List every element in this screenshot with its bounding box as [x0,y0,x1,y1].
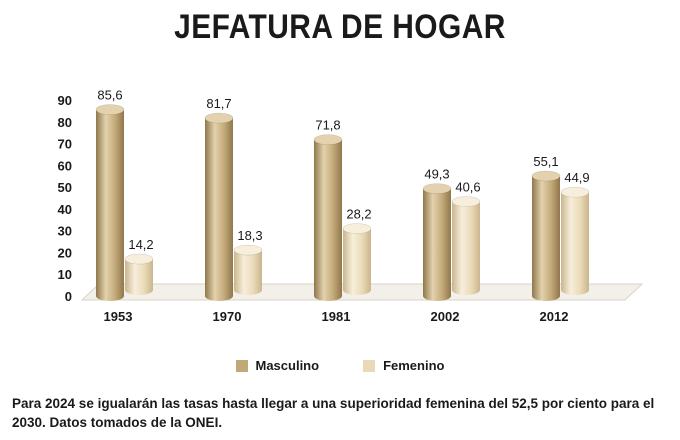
x-axis-ticks: 1953 1970 1981 2002 2012 [104,309,569,324]
legend-item-femenino: Femenino [363,358,444,373]
legend-label-masculino: Masculino [255,358,320,373]
x-tick-label: 2002 [431,309,460,324]
bar-femenino [560,186,590,295]
y-tick-label: 30 [58,224,72,239]
data-label-femenino: 28,2 [346,207,371,222]
y-tick-label: 80 [58,115,72,130]
data-label-masculino: 81,7 [206,96,231,111]
data-labels: 85,6 14,2 81,7 18,3 71,8 28,2 49,3 40,6 55,1 44,9 [97,88,589,252]
bar-masculino [204,112,234,301]
data-label-femenino: 14,2 [128,237,153,252]
bar-femenino [342,223,372,295]
data-label-masculino: 71,8 [315,118,340,133]
legend: Masculino Femenino [0,358,680,373]
bars [95,104,590,302]
y-tick-label: 50 [58,180,72,195]
y-tick-label: 0 [65,289,72,304]
bar-femenino [233,244,263,295]
bar-masculino [531,170,561,301]
y-tick-label: 90 [58,93,72,108]
chart-title: JEFATURA DE HOGAR [174,8,506,46]
bar-femenino [124,253,154,295]
x-tick-label: 2012 [540,309,569,324]
legend-label-femenino: Femenino [383,358,445,373]
x-tick-label: 1981 [322,309,351,324]
caption: Para 2024 se igualarán las tasas hasta l… [12,396,655,430]
legend-swatch-femenino [363,359,376,372]
data-label-masculino: 85,6 [97,88,122,103]
y-tick-label: 40 [58,202,72,217]
data-label-femenino: 44,9 [564,170,589,185]
y-tick-label: 60 [58,158,72,173]
legend-swatch-masculino [235,359,248,372]
y-tick-label: 20 [58,245,72,260]
bar-masculino [95,104,125,302]
bar-chart: 0 10 20 30 40 50 60 70 80 90 85,6 14,2 81,7 18,3 71,8… [58,88,644,324]
legend-item-masculino: Masculino [235,358,320,373]
bar-masculino [422,183,452,301]
data-label-femenino: 18,3 [237,228,262,243]
bar-femenino [451,196,481,295]
y-axis-ticks: 0 10 20 30 40 50 60 70 80 90 [58,93,72,304]
data-label-masculino: 49,3 [424,167,449,182]
x-tick-label: 1953 [104,309,133,324]
bar-masculino [313,134,343,301]
y-tick-label: 10 [58,267,72,282]
x-tick-label: 1970 [213,309,242,324]
data-label-masculino: 55,1 [533,154,558,169]
data-label-femenino: 40,6 [455,180,480,195]
y-tick-label: 70 [58,137,72,152]
